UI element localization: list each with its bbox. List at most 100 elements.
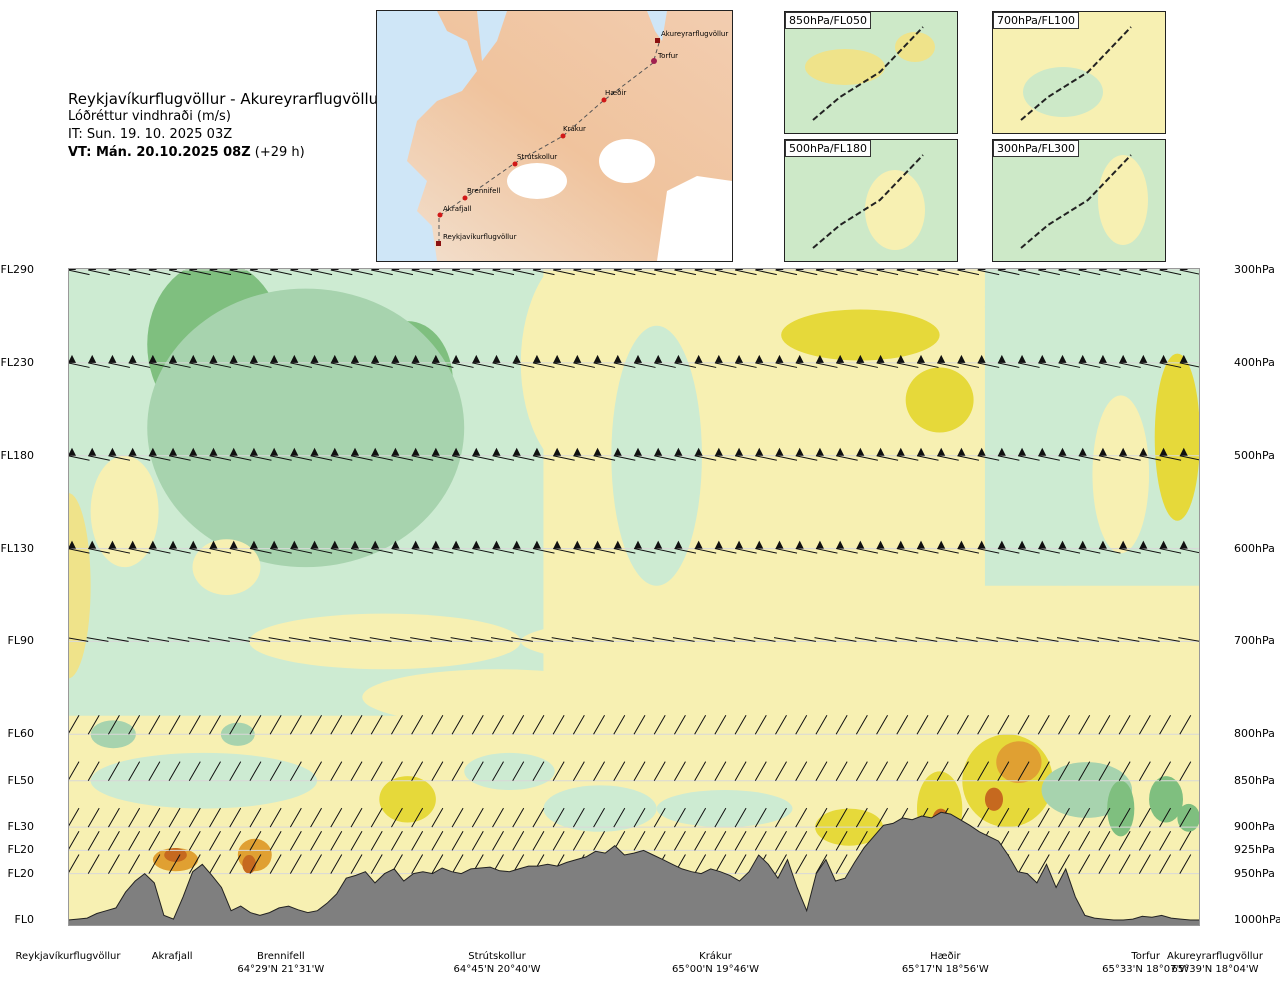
wind-barb bbox=[87, 714, 100, 735]
wind-barb bbox=[654, 447, 676, 461]
waypoint-label: Hæðir 65°17'N 18°56'W bbox=[902, 950, 989, 976]
wind-barb bbox=[916, 761, 929, 781]
wind-barb bbox=[572, 714, 585, 735]
waypoint-label: Krákur 65°00'N 19°46'W bbox=[672, 950, 759, 976]
wind-barb bbox=[310, 540, 333, 554]
map-label-strutskollur: Strútskollur bbox=[517, 153, 557, 161]
fl-tick-label: FL90 bbox=[7, 634, 34, 648]
wind-barb bbox=[836, 354, 858, 368]
wind-barb bbox=[854, 637, 877, 642]
wind-barb bbox=[1158, 637, 1180, 642]
level-map-label: 700hPa/FL100 bbox=[993, 12, 1080, 29]
wind-barb bbox=[249, 854, 262, 874]
wind-barb bbox=[532, 540, 555, 554]
wind-barb bbox=[572, 807, 585, 828]
wind-barb bbox=[349, 637, 372, 642]
wind-barb bbox=[775, 761, 787, 781]
wind-barb bbox=[937, 354, 959, 368]
wind-barb bbox=[371, 447, 393, 461]
wind-barb bbox=[997, 540, 1020, 554]
wind-barb bbox=[451, 761, 464, 781]
wind-barb bbox=[977, 761, 990, 781]
wind-barb bbox=[209, 714, 221, 735]
wind-barb bbox=[916, 714, 929, 735]
wind-barb bbox=[571, 637, 594, 642]
chart-frame bbox=[68, 268, 1200, 926]
wind-barb bbox=[1058, 854, 1070, 874]
wind-barb bbox=[289, 854, 302, 874]
wind-barb bbox=[1017, 761, 1030, 781]
wind-barb bbox=[350, 807, 363, 828]
wind-barb bbox=[795, 854, 808, 874]
wind-barb bbox=[209, 831, 221, 851]
wind-barb bbox=[108, 354, 131, 368]
wind-barb bbox=[815, 540, 838, 554]
wind-barb bbox=[148, 854, 161, 874]
wind-barb bbox=[1159, 831, 1172, 851]
wind-barb bbox=[430, 637, 453, 642]
wind-barb bbox=[1137, 637, 1160, 642]
wind-barb bbox=[957, 354, 980, 368]
waypoint-name: Torfur bbox=[1131, 951, 1160, 962]
wind-barb bbox=[593, 540, 616, 554]
wind-barb bbox=[207, 637, 230, 642]
field-cell bbox=[362, 669, 634, 725]
wind-barb bbox=[431, 354, 454, 368]
wind-barb bbox=[370, 854, 383, 874]
wind-barb bbox=[593, 354, 616, 368]
wind-barb bbox=[1138, 761, 1151, 781]
wind-barb bbox=[1017, 447, 1040, 461]
wind-barb bbox=[1178, 637, 1200, 642]
wind-barb bbox=[512, 447, 535, 461]
wind-barb bbox=[209, 807, 221, 828]
wind-barb bbox=[350, 540, 373, 554]
wind-barb bbox=[754, 807, 767, 828]
field-cell bbox=[68, 492, 91, 679]
field-cell bbox=[1092, 395, 1150, 554]
wind-barb bbox=[896, 447, 919, 461]
wind-barb bbox=[1179, 714, 1192, 735]
wind-barb bbox=[492, 807, 504, 828]
wind-barb bbox=[1098, 447, 1121, 461]
wind-barb bbox=[876, 807, 889, 828]
wind-barb bbox=[107, 714, 120, 735]
wind-barb bbox=[753, 637, 776, 642]
wind-barb bbox=[633, 761, 646, 781]
wind-barb bbox=[1138, 854, 1151, 874]
wind-barb bbox=[694, 540, 717, 554]
wind-barb bbox=[229, 447, 252, 461]
field-cell bbox=[1154, 353, 1200, 521]
field-cell bbox=[984, 787, 1004, 811]
wind-barb bbox=[1098, 761, 1111, 781]
wind-barb bbox=[431, 831, 444, 851]
wind-barb bbox=[269, 854, 282, 874]
wind-barb bbox=[835, 714, 848, 735]
valid-time-line: VT: Mán. 20.10.2025 08Z (+29 h) bbox=[68, 144, 384, 162]
wind-barb bbox=[370, 761, 383, 781]
wind-barb bbox=[795, 447, 818, 461]
wind-barb bbox=[935, 637, 958, 642]
wind-barb bbox=[1138, 831, 1151, 851]
route-map: Akureyrarflugvöllur Torfur Hæðir Krákur … bbox=[376, 10, 733, 262]
wind-barb bbox=[1119, 447, 1141, 461]
wind-barb bbox=[916, 354, 939, 368]
wind-barb bbox=[370, 714, 383, 735]
wind-barb bbox=[1118, 761, 1131, 781]
wind-barb bbox=[290, 354, 312, 368]
wind-barb bbox=[269, 761, 282, 781]
fl-tick-label: FL290 bbox=[0, 263, 34, 276]
wind-barb bbox=[713, 637, 736, 642]
level-map-300: 300hPa/FL300 bbox=[992, 139, 1166, 262]
wind-barb bbox=[168, 447, 191, 461]
wind-barb bbox=[1159, 447, 1182, 461]
wind-barb bbox=[672, 637, 695, 642]
wind-barb bbox=[1038, 354, 1060, 368]
hpa-tick-label: 950hPa bbox=[1234, 866, 1275, 880]
wind-barb bbox=[390, 761, 403, 781]
wind-barb bbox=[1138, 807, 1151, 828]
wind-barb bbox=[674, 354, 697, 368]
wind-barb bbox=[633, 447, 656, 461]
field-cell bbox=[192, 539, 261, 595]
wind-barb bbox=[391, 540, 414, 554]
waypoint-coords: 65°33'N 18°07'W bbox=[1102, 964, 1190, 975]
